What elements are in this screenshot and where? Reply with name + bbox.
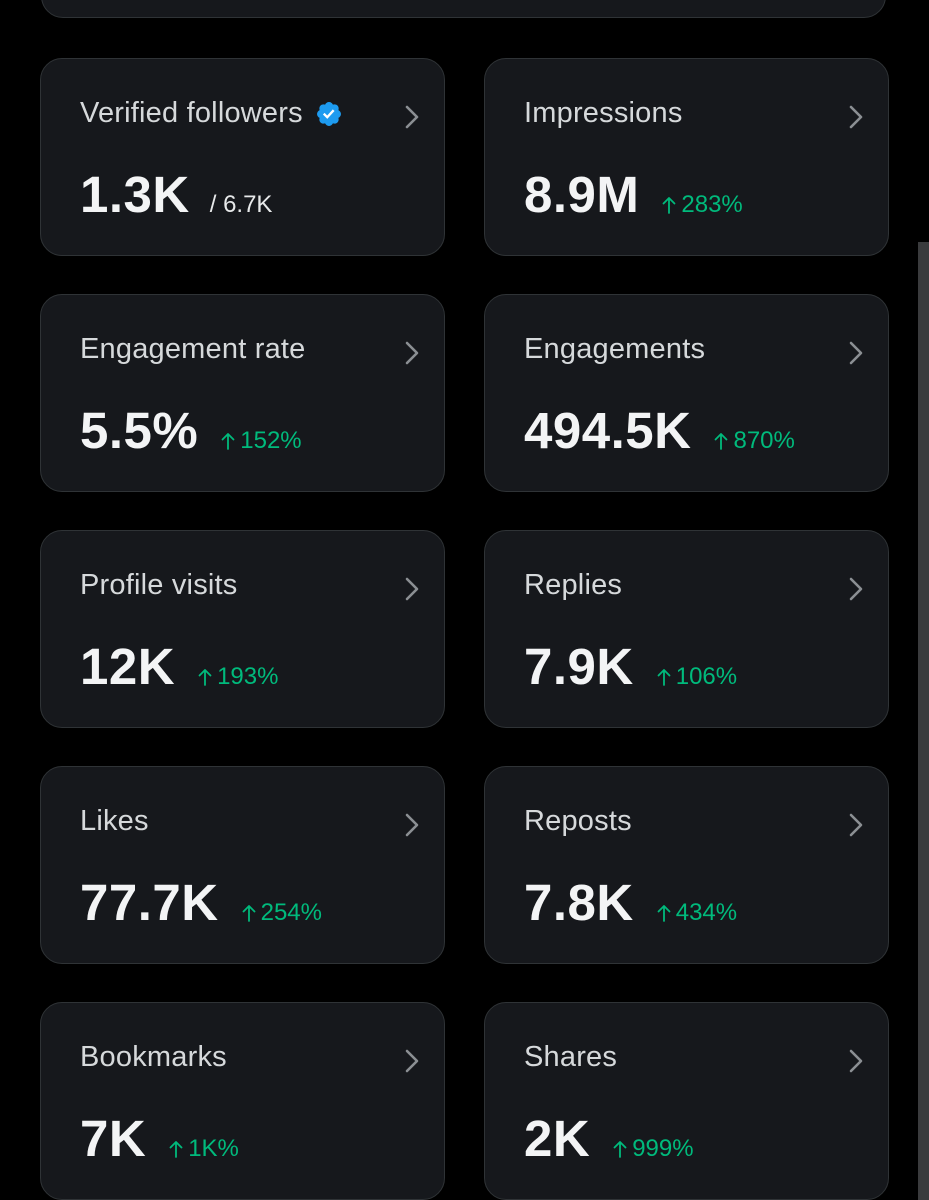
metric-delta-text: 106%: [675, 663, 738, 690]
metric-value: 12K: [80, 638, 176, 695]
card-bookmarks[interactable]: Bookmarks 7K 1K%: [40, 1002, 445, 1200]
arrow-up-icon: [613, 1141, 627, 1158]
card-impressions[interactable]: Impressions 8.9M 283%: [484, 58, 889, 256]
card-likes[interactable]: Likes 77.7K 254%: [40, 766, 445, 964]
arrow-up-icon: [657, 905, 671, 922]
verified-badge-icon: [315, 100, 343, 128]
arrow-up-icon: [169, 1141, 183, 1158]
chevron-right-icon: [849, 577, 863, 601]
metric-value: 2K: [524, 1110, 591, 1167]
arrow-up-icon: [198, 669, 212, 686]
metric-delta: 283%: [661, 191, 743, 219]
metric-row: 12K 193%: [80, 637, 278, 696]
metric-value: 5.5%: [80, 402, 199, 459]
card-replies[interactable]: Replies 7.9K 106%: [484, 530, 889, 728]
card-title: Likes: [80, 805, 149, 837]
previous-card[interactable]: [41, 0, 886, 18]
arrow-up-icon: [657, 669, 671, 686]
metric-delta-text: 999%: [632, 1135, 694, 1162]
metric-delta-text: 193%: [217, 663, 279, 690]
chevron-right-icon: [849, 813, 863, 837]
metric-delta: 254%: [241, 899, 322, 927]
card-verified-followers[interactable]: Verified followers 1.3K / 6.7K: [40, 58, 445, 256]
card-reposts[interactable]: Reposts 7.8K 434%: [484, 766, 889, 964]
metric-row: 7.8K 434%: [524, 873, 737, 932]
metric-delta: 1K%: [168, 1135, 239, 1163]
metric-row: 7.9K 106%: [524, 637, 737, 696]
card-title: Engagement rate: [80, 333, 306, 365]
metric-value: 1.3K: [80, 166, 190, 223]
metric-delta-text: 434%: [675, 899, 738, 926]
metric-delta: 152%: [220, 427, 302, 455]
chevron-right-icon: [405, 105, 419, 129]
card-profile-visits[interactable]: Profile visits 12K 193%: [40, 530, 445, 728]
chevron-right-icon: [405, 341, 419, 365]
arrow-up-icon: [715, 433, 728, 450]
metric-row: 7K 1K%: [80, 1109, 239, 1168]
metric-value: 77.7K: [80, 874, 219, 931]
metric-delta-text: 152%: [240, 427, 302, 454]
metric-delta: 193%: [197, 663, 278, 691]
card-title: Bookmarks: [80, 1041, 227, 1073]
metric-delta-text: 870%: [733, 427, 795, 454]
arrow-up-icon: [662, 197, 676, 214]
chevron-right-icon: [405, 1049, 419, 1073]
metric-value: 8.9M: [524, 166, 640, 223]
arrow-up-icon: [242, 905, 255, 922]
card-title: Verified followers: [80, 97, 343, 130]
metric-row: 5.5% 152%: [80, 401, 302, 460]
metric-row: 494.5K 870%: [524, 401, 795, 460]
scrollbar[interactable]: [918, 242, 929, 1200]
metric-row: 8.9M 283%: [524, 165, 743, 224]
card-title: Impressions: [524, 97, 683, 129]
card-title: Engagements: [524, 333, 706, 365]
metric-value: 7.8K: [524, 874, 634, 931]
metric-delta-text: 283%: [681, 191, 743, 218]
card-title-text: Verified followers: [80, 97, 303, 129]
metric-delta: 106%: [656, 663, 737, 691]
metric-delta: 999%: [612, 1135, 694, 1163]
card-shares[interactable]: Shares 2K 999%: [484, 1002, 889, 1200]
metric-row: 77.7K 254%: [80, 873, 322, 932]
chevron-right-icon: [849, 341, 863, 365]
metric-delta: 870%: [713, 427, 795, 455]
metric-total: / 6.7K: [209, 191, 273, 218]
metric-delta-text: 1K%: [188, 1135, 239, 1162]
chevron-right-icon: [849, 105, 863, 129]
metric-delta-text: 254%: [260, 899, 322, 926]
metric-value: 7K: [80, 1110, 147, 1167]
card-title: Reposts: [524, 805, 632, 837]
card-title: Profile visits: [80, 569, 238, 601]
chevron-right-icon: [405, 813, 419, 837]
metric-value: 7.9K: [524, 638, 634, 695]
card-title: Shares: [524, 1041, 618, 1073]
chevron-right-icon: [405, 577, 419, 601]
arrow-up-icon: [221, 433, 235, 450]
card-engagements[interactable]: Engagements 494.5K 870%: [484, 294, 889, 492]
metric-row: 2K 999%: [524, 1109, 694, 1168]
metric-row: 1.3K / 6.7K: [80, 165, 272, 224]
metric-value: 494.5K: [524, 402, 692, 459]
metric-delta: 434%: [656, 899, 737, 927]
card-engagement-rate[interactable]: Engagement rate 5.5% 152%: [40, 294, 445, 492]
chevron-right-icon: [849, 1049, 863, 1073]
card-title: Replies: [524, 569, 623, 601]
